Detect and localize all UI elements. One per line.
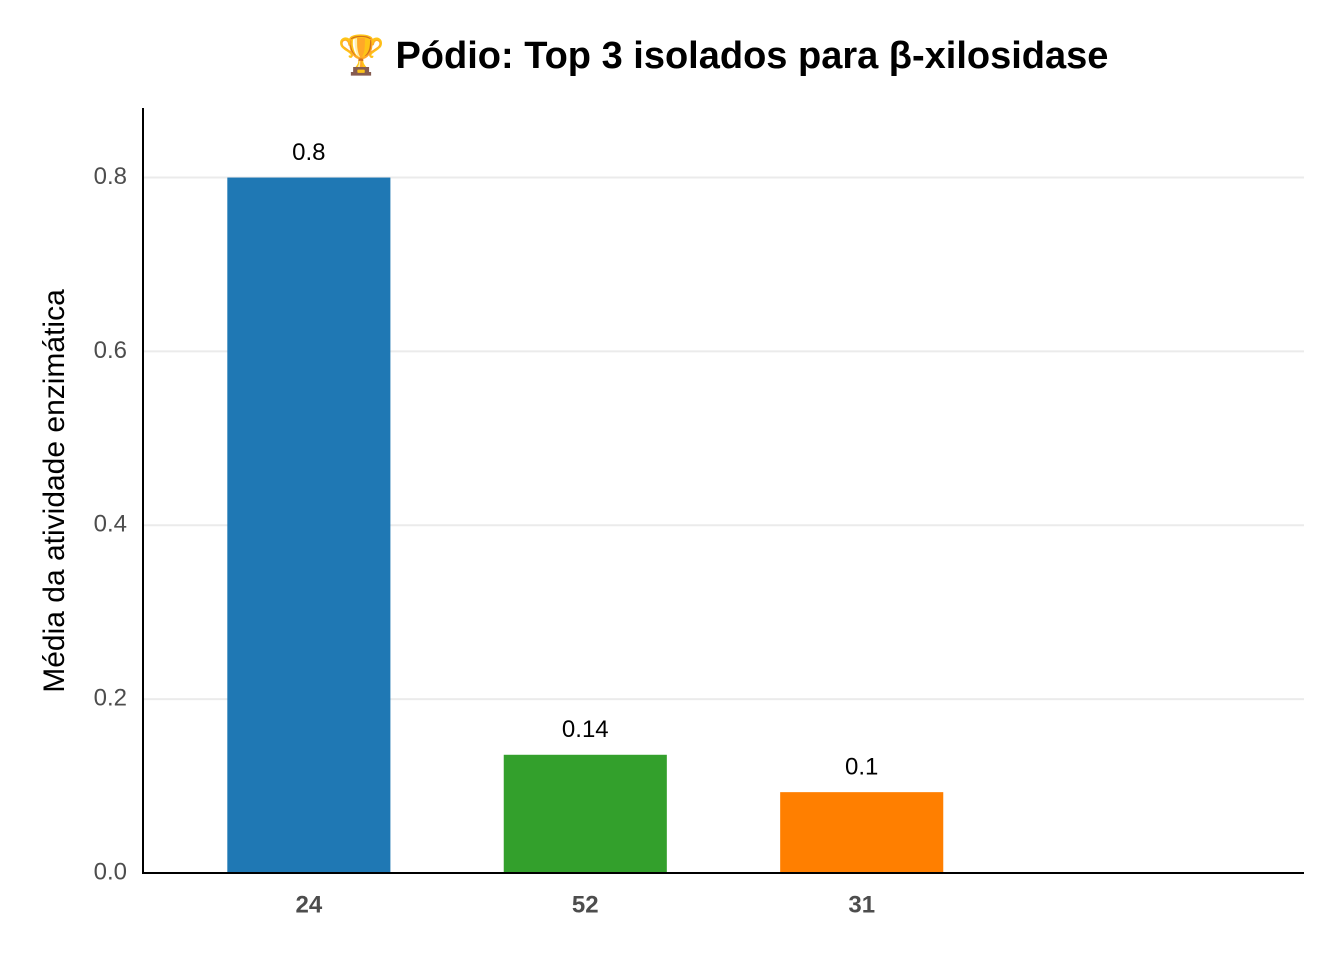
chart-title: 🏆 Pódio: Top 3 isolados para β-xilosidas… [338, 33, 1109, 77]
y-tick-label: 0.8 [94, 163, 127, 190]
bar [227, 177, 391, 873]
value-label: 0.8 [292, 139, 325, 166]
x-tick-label: 24 [296, 891, 323, 918]
bar [780, 792, 944, 873]
value-label: 0.14 [562, 716, 609, 743]
x-tick-label: 52 [572, 891, 599, 918]
x-tick-label: 31 [848, 891, 875, 918]
y-tick-label: 0.2 [94, 684, 127, 711]
y-tick-label: 0.0 [94, 858, 127, 885]
y-axis-label: Média da atividade enzimática [38, 289, 71, 693]
y-tick-label: 0.6 [94, 337, 127, 364]
y-tick-label: 0.4 [94, 511, 127, 538]
bar [503, 754, 667, 873]
value-label: 0.1 [845, 753, 878, 780]
